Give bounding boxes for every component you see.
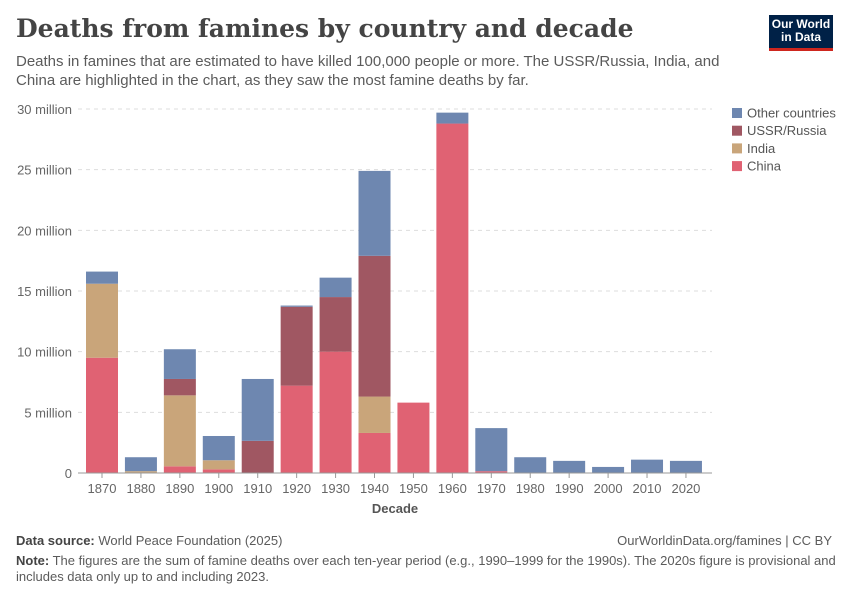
y-tick-label: 25 million — [17, 163, 72, 178]
bar-china-1960[interactable] — [436, 123, 469, 473]
x-tick-label: 2000 — [594, 481, 623, 496]
bar-ussr-russia-1940[interactable] — [358, 255, 391, 397]
y-tick-label: 10 million — [17, 345, 72, 360]
bar-india-1880[interactable] — [124, 471, 157, 473]
x-tick-label: 1910 — [243, 481, 272, 496]
legend-label[interactable]: China — [747, 159, 782, 174]
x-tick-label: 2010 — [633, 481, 662, 496]
bar-india-1870[interactable] — [86, 283, 118, 358]
legend-swatch[interactable] — [732, 143, 742, 154]
bar-china-1970[interactable] — [475, 471, 508, 473]
chart-title: Deaths from famines by country and decad… — [16, 14, 634, 43]
bar-other-countries-1990[interactable] — [553, 460, 586, 473]
bar-other-countries-1880[interactable] — [124, 457, 157, 472]
bar-other-countries-2010[interactable] — [631, 459, 664, 473]
x-tick-label: 1930 — [321, 481, 350, 496]
bar-other-countries-1920[interactable] — [280, 305, 313, 307]
bar-other-countries-1890[interactable] — [163, 349, 196, 379]
legend-label[interactable]: India — [747, 141, 776, 156]
bar-india-1900[interactable] — [202, 460, 235, 470]
bar-other-countries-1940[interactable] — [358, 170, 391, 256]
x-tick-label: 1980 — [516, 481, 545, 496]
y-tick-label: 20 million — [17, 223, 72, 238]
bar-other-countries-1970[interactable] — [475, 428, 508, 472]
bar-ussr-russia-1910[interactable] — [241, 440, 274, 473]
bar-other-countries-1960[interactable] — [436, 112, 469, 124]
source-url[interactable]: OurWorldinData.org/famines | CC BY — [617, 533, 832, 548]
y-tick-label: 30 million — [17, 102, 72, 117]
bar-china-1870[interactable] — [86, 357, 118, 473]
bar-other-countries-1870[interactable] — [86, 271, 118, 284]
bar-india-1890[interactable] — [163, 395, 196, 467]
bar-china-1950[interactable] — [397, 402, 430, 473]
x-tick-label: 2020 — [671, 481, 700, 496]
legend-label[interactable]: USSR/Russia — [747, 123, 827, 138]
bar-ussr-russia-1890[interactable] — [163, 378, 196, 396]
legend-swatch[interactable] — [732, 108, 742, 118]
bar-china-1930[interactable] — [319, 351, 352, 473]
bar-other-countries-1900[interactable] — [202, 435, 235, 461]
chart-note: Note: The figures are the sum of famine … — [16, 553, 836, 584]
bar-other-countries-2000[interactable] — [592, 466, 625, 473]
x-tick-label: 1870 — [88, 481, 117, 496]
y-tick-label: 5 million — [24, 405, 72, 420]
bar-other-countries-1980[interactable] — [514, 457, 547, 473]
bar-other-countries-2020[interactable] — [669, 460, 702, 473]
x-tick-label: 1950 — [399, 481, 428, 496]
bar-ussr-russia-1920[interactable] — [280, 306, 313, 386]
x-tick-label: 1900 — [204, 481, 233, 496]
x-tick-label: 1990 — [555, 481, 584, 496]
legend-label[interactable]: Other countries — [747, 106, 836, 121]
y-tick-label: 0 — [65, 466, 72, 481]
x-tick-label: 1890 — [165, 481, 194, 496]
x-axis-label: Decade — [372, 501, 418, 516]
legend-swatch[interactable] — [732, 161, 742, 172]
bar-other-countries-1910[interactable] — [241, 378, 274, 441]
bar-china-1940[interactable] — [358, 432, 391, 473]
x-tick-label: 1960 — [438, 481, 467, 496]
bar-india-1940[interactable] — [358, 396, 391, 433]
x-tick-label: 1970 — [477, 481, 506, 496]
legend-swatch[interactable] — [732, 125, 742, 136]
chart-subtitle: Deaths in famines that are estimated to … — [16, 53, 720, 89]
bar-china-1900[interactable] — [202, 469, 235, 473]
bar-ussr-russia-1930[interactable] — [319, 297, 352, 352]
x-tick-label: 1920 — [282, 481, 311, 496]
bar-china-1890[interactable] — [163, 466, 196, 473]
x-tick-label: 1940 — [360, 481, 389, 496]
data-source: Data source: World Peace Foundation (202… — [16, 533, 283, 548]
bar-china-1920[interactable] — [280, 385, 313, 473]
x-tick-label: 1880 — [126, 481, 155, 496]
bar-other-countries-1930[interactable] — [319, 277, 352, 298]
owid-logo[interactable]: Our World in Data — [769, 15, 833, 51]
y-tick-label: 15 million — [17, 284, 72, 299]
